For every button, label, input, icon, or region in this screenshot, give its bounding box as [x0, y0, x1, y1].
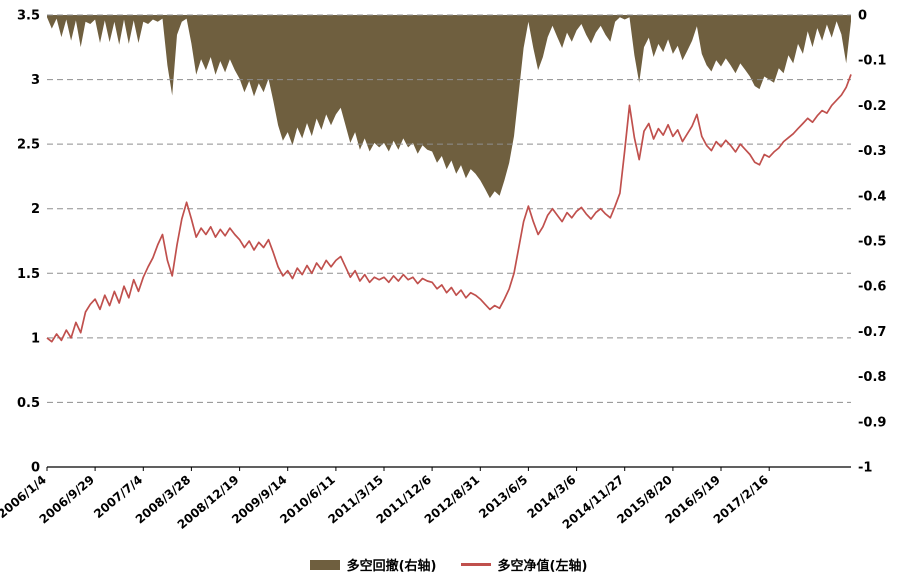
left-axis-tick-label: 2.5: [17, 138, 40, 153]
left-axis-tick-label: 3: [31, 73, 40, 88]
chart-legend: 多空回撤(右轴) 多空净值(左轴): [0, 555, 897, 574]
right-axis-tick-label: -0.7: [858, 325, 886, 340]
legend-swatch-drawdown-area: [309, 559, 340, 570]
x-axis-tick-label: 2013/6/5: [476, 473, 530, 522]
left-axis-tick-label: 1: [31, 331, 40, 346]
right-axis-labels: 0 -0.1 -0.2 -0.3 -0.4 -0.5 -0.6 -0.7 -0.8 -0.9 -1: [858, 9, 886, 476]
right-axis-tick-label: -0.6: [858, 280, 886, 295]
left-axis-tick-label: 1.5: [17, 267, 40, 282]
right-axis-tick-label: -0.5: [858, 235, 886, 250]
left-axis-tick-label: 3.5: [17, 9, 40, 24]
x-axis-labels: 2006/1/42006/9/292007/7/42008/3/282008/1…: [0, 473, 771, 532]
right-axis-tick-label: -0.1: [858, 54, 886, 69]
left-axis-tick-label: 2: [31, 202, 40, 217]
x-axis-ticks: [46, 467, 770, 471]
right-axis-tick-label: -0.9: [858, 415, 886, 430]
netvalue-line-series: [46, 74, 852, 343]
right-axis-tick-label: -0.8: [858, 370, 886, 385]
right-axis-tick-label: -1: [858, 461, 872, 476]
legend-item-netvalue: 多空净值(左轴): [460, 555, 588, 574]
legend-label-netvalue: 多空净值(左轴): [497, 559, 588, 574]
legend-item-drawdown: 多空回撤(右轴): [309, 555, 437, 574]
legend-label-drawdown: 多空回撤(右轴): [346, 559, 437, 574]
left-axis-labels: 3.5 3 2.5 2 1.5 1 0.5 0: [17, 9, 40, 476]
right-axis-tick-label: -0.4: [858, 189, 886, 204]
right-axis-tick-label: 0: [858, 9, 867, 24]
right-axis-tick-label: -0.3: [858, 144, 886, 159]
left-axis-tick-label: 0: [31, 461, 40, 476]
legend-swatch-netvalue-line: [460, 563, 491, 566]
drawdown-area-series: [47, 15, 851, 199]
left-axis-tick-label: 0.5: [17, 396, 40, 411]
right-axis-tick-label: -0.2: [858, 99, 886, 114]
gridlines: [47, 14, 851, 403]
